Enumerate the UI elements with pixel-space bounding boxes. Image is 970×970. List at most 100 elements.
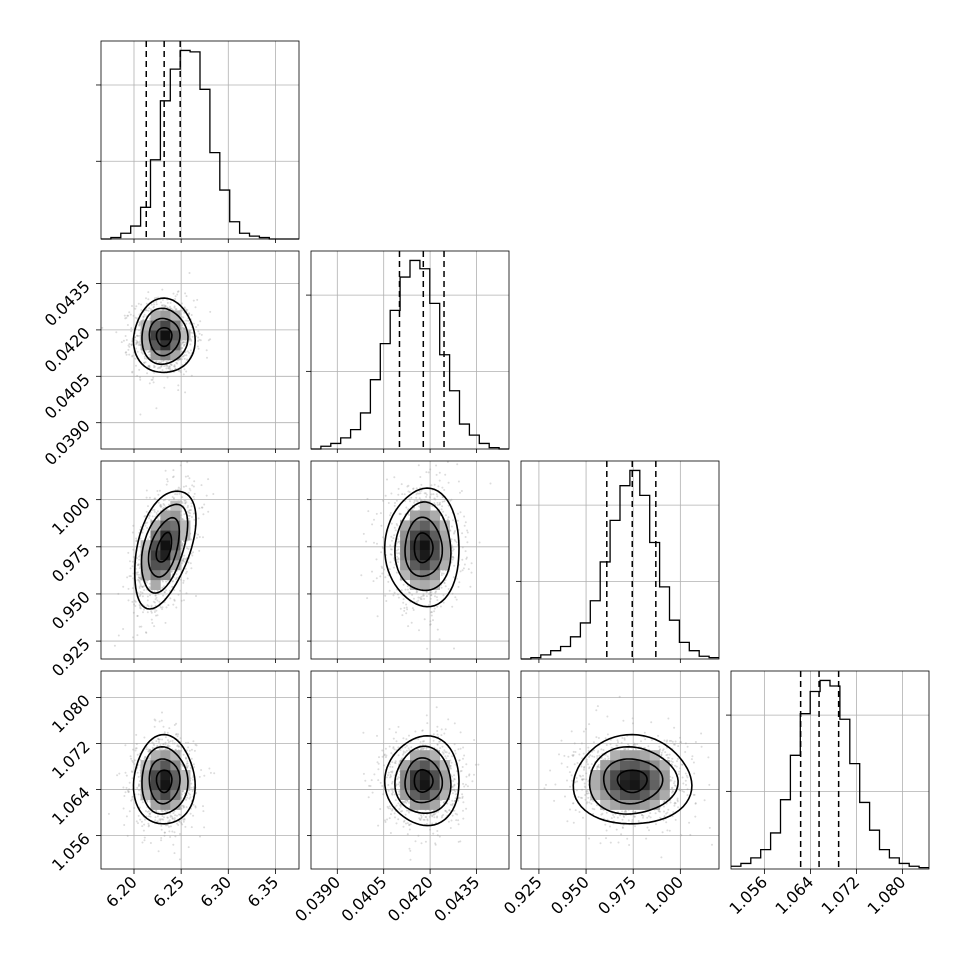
scatter-point xyxy=(464,783,467,786)
scatter-point xyxy=(438,471,441,474)
scatter-point xyxy=(194,743,197,746)
scatter-point xyxy=(167,744,170,747)
scatter-point xyxy=(190,374,193,377)
scatter-point xyxy=(131,355,134,358)
scatter-point xyxy=(392,566,395,569)
scatter-point xyxy=(393,748,396,751)
scatter-point xyxy=(137,302,140,305)
scatter-point xyxy=(124,744,127,747)
scatter-point xyxy=(150,618,153,621)
scatter-point xyxy=(386,478,388,481)
scatter-point xyxy=(136,341,139,343)
scatter-point xyxy=(430,484,433,487)
scatter-point xyxy=(180,346,183,349)
scatter-point xyxy=(442,572,445,575)
scatter-point xyxy=(166,480,169,483)
scatter-point xyxy=(162,506,165,509)
scatter-point xyxy=(133,759,136,762)
scatter-point xyxy=(125,353,128,356)
density-cell xyxy=(170,510,181,521)
scatter-point xyxy=(136,615,139,617)
scatter-point xyxy=(425,591,428,594)
scatter-point xyxy=(438,503,441,506)
scatter-point xyxy=(367,510,370,513)
scatter-point xyxy=(157,367,159,370)
scatter-point xyxy=(147,825,150,828)
scatter-point xyxy=(177,488,179,491)
scatter-point xyxy=(148,824,150,827)
scatter-point xyxy=(177,824,180,826)
scatter-point xyxy=(136,374,139,377)
scatter-point xyxy=(146,611,149,614)
scatter-point xyxy=(129,575,132,578)
contour-line xyxy=(394,501,452,592)
scatter-point xyxy=(461,569,464,572)
scatter-point xyxy=(443,581,446,584)
scatter-point xyxy=(402,737,405,740)
scatter-point xyxy=(138,625,141,628)
scatter-point xyxy=(177,486,180,489)
scatter-point xyxy=(143,357,146,360)
scatter-point xyxy=(425,595,428,598)
scatter-point xyxy=(149,308,152,311)
scatter-point xyxy=(386,818,388,821)
scatter-point xyxy=(139,584,142,587)
scatter-point xyxy=(447,588,450,590)
scatter-point xyxy=(126,789,129,792)
scatter-point xyxy=(410,621,413,624)
scatter-point xyxy=(182,316,185,319)
scatter-point xyxy=(420,748,423,751)
scatter-point xyxy=(181,544,184,547)
scatter-point xyxy=(136,573,139,576)
scatter-point xyxy=(141,595,144,598)
scatter-point xyxy=(173,818,176,821)
scatter-point xyxy=(136,317,139,320)
scatter-point xyxy=(133,763,136,765)
scatter-point xyxy=(140,351,143,354)
contour-line xyxy=(155,327,173,348)
scatter-point xyxy=(190,339,193,342)
scatter-point xyxy=(170,570,173,573)
scatter-point xyxy=(440,572,443,575)
scatter-point xyxy=(163,831,166,834)
scatter-point xyxy=(408,514,411,516)
scatter-point xyxy=(189,512,192,515)
scatter-point xyxy=(440,728,443,731)
scatter-point xyxy=(403,607,406,609)
scatter-point xyxy=(451,546,454,549)
scatter-panel-3-1 xyxy=(310,670,510,870)
density-cell xyxy=(170,330,181,341)
scatter-point xyxy=(184,475,187,478)
scatter-point xyxy=(412,597,415,600)
panel-frame xyxy=(100,670,300,870)
scatter-point xyxy=(145,748,148,751)
scatter-point xyxy=(127,791,130,794)
scatter-point xyxy=(134,600,137,603)
density-cell xyxy=(170,560,181,571)
scatter-point xyxy=(154,497,157,500)
scatter-point xyxy=(201,506,204,509)
density-cell xyxy=(439,540,450,551)
scatter-point xyxy=(182,581,185,584)
scatter-point xyxy=(430,611,433,614)
scatter-point xyxy=(153,718,156,721)
scatter-point xyxy=(431,814,434,817)
scatter-point xyxy=(454,540,457,543)
scatter-point xyxy=(139,583,142,586)
scatter-point xyxy=(438,479,441,482)
scatter-point xyxy=(468,774,471,777)
scatter-point xyxy=(453,538,456,541)
scatter-point xyxy=(419,596,422,599)
scatter-point xyxy=(428,592,431,595)
scatter-point xyxy=(426,722,429,725)
scatter-point xyxy=(167,367,170,370)
scatter-point xyxy=(404,800,407,803)
scatter-point xyxy=(429,623,432,626)
scatter-point xyxy=(180,544,183,547)
density-cell xyxy=(170,799,181,810)
scatter-point xyxy=(148,307,151,310)
scatter-point xyxy=(435,590,437,593)
scatter-point xyxy=(138,368,141,371)
scatter-point xyxy=(366,497,369,500)
scatter-point xyxy=(166,748,169,751)
